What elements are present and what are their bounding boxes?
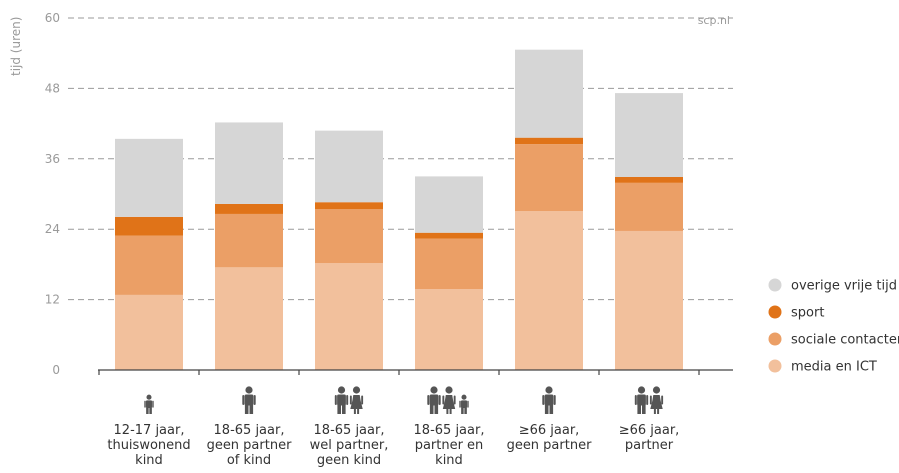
bar-segment: [415, 289, 483, 370]
bar-segment: [615, 93, 683, 177]
bar-segment: [215, 122, 283, 204]
y-tick-label: 24: [45, 222, 60, 236]
y-axis-label: tijd (uren): [9, 17, 23, 76]
category-labels: 12-17 jaar, thuiswonend kind 18-65 jaar, gee…: [107, 423, 679, 468]
bar-segment: [315, 130, 383, 203]
category-icons: [144, 386, 664, 414]
bar-segment: [215, 213, 283, 268]
legend-label: sport: [791, 306, 824, 321]
legend-item: overige vrije tijd: [768, 278, 897, 294]
bar-segment: [215, 267, 283, 370]
man-icon: [542, 386, 556, 414]
woman-icon: [649, 386, 664, 414]
bar-segment: [115, 138, 183, 217]
bar-segment: [315, 202, 383, 210]
legend-swatch: [768, 359, 782, 373]
bar-segment: [615, 182, 683, 231]
bar-segment: [515, 137, 583, 145]
legend-label: overige vrije tijd: [791, 279, 897, 294]
category-label: 18-65 jaar, partner en kind: [414, 423, 485, 468]
bar-segment: [615, 230, 683, 370]
bar-segment: [215, 203, 283, 214]
x-ticks: [98, 370, 700, 375]
bar-segment: [615, 176, 683, 183]
y-tick-label: 48: [45, 81, 60, 95]
child-icon: [459, 394, 469, 414]
legend-label: media en ICT: [791, 360, 877, 375]
legend-item: media en ICT: [768, 359, 877, 375]
woman-icon: [442, 386, 456, 414]
bar-segment: [515, 144, 583, 212]
y-tick-labels: 0 12 24 36 48 60: [45, 11, 60, 377]
y-tick-label: 60: [45, 11, 60, 25]
y-tick-label: 36: [45, 152, 60, 166]
legend-label: sociale contacten: [791, 333, 899, 348]
bar-segment: [515, 49, 583, 138]
legend-swatch: [768, 305, 782, 319]
bar-segment: [115, 294, 183, 370]
bar-segment: [415, 232, 483, 239]
legend-swatch: [768, 332, 782, 346]
legend-item: sociale contacten: [768, 332, 899, 348]
man-icon: [427, 386, 441, 414]
y-tick-label: 12: [45, 293, 60, 307]
bars: [115, 49, 683, 370]
woman-icon: [349, 386, 364, 414]
bar-segment: [315, 263, 383, 370]
legend: overige vrije tijd sport sociale contacten…: [768, 278, 899, 375]
category-label: 12-17 jaar, thuiswonend kind: [107, 423, 190, 468]
bar-segment: [415, 176, 483, 233]
bar-segment: [415, 238, 483, 290]
source-label: scp.nl: [698, 14, 730, 27]
man-icon: [242, 386, 256, 414]
category-label: ≥66 jaar, geen partner: [507, 423, 593, 453]
bar-segment: [515, 211, 583, 370]
child-icon: [144, 394, 154, 414]
category-label: 18-65 jaar, wel partner, geen kind: [310, 423, 389, 468]
man-icon: [334, 386, 349, 414]
bar-segment: [115, 216, 183, 236]
category-label: ≥66 jaar, partner: [619, 423, 680, 453]
legend-item: sport: [768, 305, 824, 321]
bar-segment: [315, 209, 383, 264]
y-tick-label: 0: [52, 363, 60, 377]
category-label: 18-65 jaar, geen partner of kind: [207, 423, 293, 468]
man-icon: [634, 386, 649, 414]
legend-swatch: [768, 278, 782, 292]
bar-segment: [115, 235, 183, 295]
